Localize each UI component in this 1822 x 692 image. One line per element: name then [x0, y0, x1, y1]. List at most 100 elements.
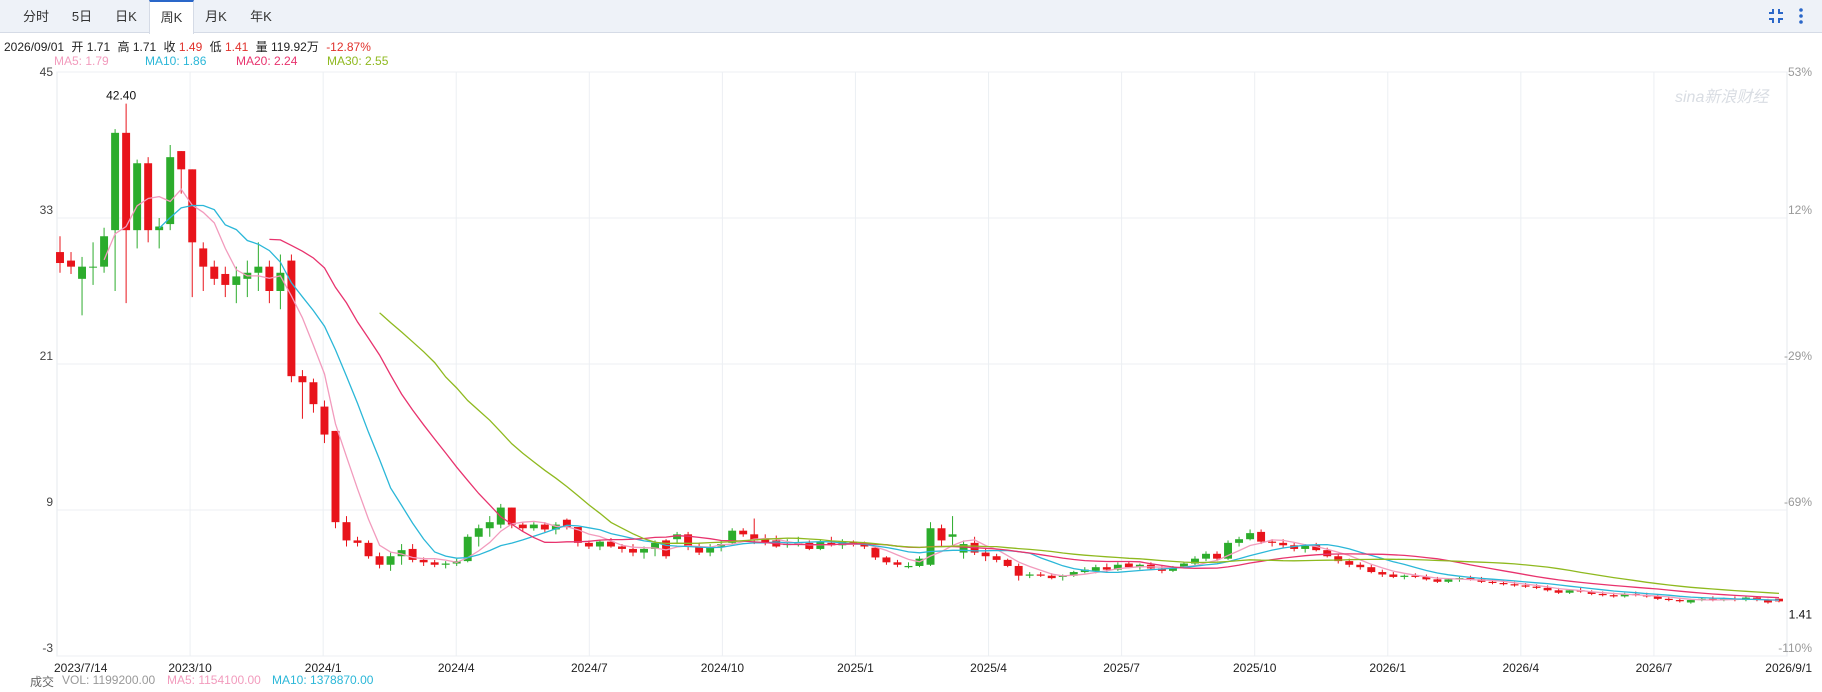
- candle-body: [981, 552, 990, 557]
- change-percent: -12.87%: [326, 40, 371, 54]
- y-right-tick-label: 12%: [1788, 203, 1812, 217]
- candle-body: [1422, 576, 1431, 580]
- x-tick-label: 2026/1: [1369, 661, 1406, 675]
- candle-body: [860, 544, 869, 547]
- candle-body: [199, 248, 208, 267]
- y-tick-label: 33: [40, 203, 54, 217]
- tab-yearly-k[interactable]: 年K: [250, 9, 272, 24]
- candle-body: [1025, 574, 1034, 576]
- candle-body: [1202, 553, 1210, 559]
- candle-body: [1488, 581, 1497, 583]
- candle-body: [1675, 600, 1684, 602]
- tab-monthly-k[interactable]: 月K: [205, 9, 227, 24]
- candle-body: [1521, 585, 1530, 587]
- tab-5day[interactable]: 5日: [71, 9, 93, 24]
- candle-body: [331, 430, 340, 523]
- candle-body: [386, 556, 395, 565]
- candle-body: [937, 528, 946, 541]
- more-vertical-icon[interactable]: [1795, 6, 1807, 26]
- candle-body: [441, 563, 450, 565]
- candle-body: [584, 542, 593, 547]
- candle-body: [573, 527, 582, 543]
- candle-body: [1257, 531, 1266, 542]
- candle-body: [485, 522, 494, 529]
- y-tick-label: -3: [42, 641, 53, 655]
- candle-body: [1069, 572, 1078, 576]
- candle-body: [882, 557, 891, 563]
- volume-ma5-label: MA5: 1154100.00: [167, 673, 261, 687]
- candle-body: [1543, 587, 1552, 591]
- candle-body: [364, 542, 373, 557]
- candle-body: [1664, 598, 1673, 601]
- candle-body: [177, 151, 186, 170]
- candle-body: [1036, 574, 1045, 576]
- candle-body: [1179, 563, 1188, 568]
- candle-body: [1378, 572, 1387, 575]
- candle-body: [871, 547, 880, 558]
- x-tick-label: 2025/10: [1233, 661, 1277, 675]
- candle-body: [606, 541, 615, 547]
- candle-body: [1433, 579, 1442, 582]
- candle-body: [133, 163, 142, 231]
- candle-body: [959, 544, 968, 553]
- candle-body: [695, 546, 704, 553]
- candle-body: [761, 539, 770, 543]
- candle-body: [287, 260, 296, 377]
- candle-body: [1312, 545, 1321, 551]
- ma20-label: MA20: 2.24: [236, 54, 298, 68]
- candle-body: [739, 530, 748, 535]
- y-tick-label: 21: [40, 349, 54, 363]
- candle-body: [1444, 579, 1453, 582]
- open-label: 开: [71, 40, 84, 54]
- candle-body: [1246, 533, 1255, 540]
- candle-body: [551, 524, 560, 530]
- candle-body: [1510, 584, 1519, 586]
- candle-body: [122, 132, 131, 231]
- candle-body: [353, 540, 362, 543]
- candle-body: [166, 157, 175, 225]
- candle-body: [463, 536, 472, 562]
- x-tick-label: 2025/4: [970, 661, 1007, 675]
- candle-body: [111, 132, 120, 231]
- sina-watermark-logo: sina新浪财经: [1675, 88, 1770, 106]
- candle-body: [706, 546, 715, 553]
- candle-body: [1587, 591, 1596, 594]
- x-tick-label: 2024/1: [305, 661, 342, 675]
- candle-body: [1367, 567, 1376, 573]
- y-right-tick-label: -110%: [1778, 641, 1812, 655]
- candle-body: [1609, 595, 1618, 597]
- tab-weekly-k[interactable]: 周K: [149, 0, 194, 34]
- candle-body: [1411, 575, 1420, 577]
- candle-body: [408, 548, 417, 560]
- candle-body: [89, 266, 98, 268]
- candle-body: [805, 542, 814, 549]
- collapse-icon[interactable]: [1766, 6, 1786, 26]
- tab-daily-k[interactable]: 日K: [115, 9, 137, 24]
- candle-body: [992, 556, 1001, 560]
- close-label: 收: [163, 40, 176, 54]
- volume-label: 量: [255, 40, 268, 54]
- candle-body: [1499, 583, 1508, 585]
- x-tick-label: 2023/7/14: [54, 661, 108, 675]
- candle-body: [67, 260, 75, 267]
- candle-body: [419, 559, 428, 563]
- close-value: 1.49: [178, 40, 203, 54]
- candle-body: [210, 266, 219, 279]
- candle-body: [397, 550, 406, 557]
- y-right-tick-label: -69%: [1784, 495, 1812, 509]
- candle-body: [342, 522, 351, 541]
- x-tick-label: 2026/4: [1502, 661, 1539, 675]
- max-price-label: 42.40: [106, 89, 136, 103]
- candle-body: [309, 382, 318, 405]
- ma5-label: MA5: 1.79: [54, 54, 109, 68]
- candle-body: [155, 226, 164, 231]
- low-label: 低: [209, 40, 222, 54]
- candle-body: [673, 534, 682, 540]
- volume-vol-label: VOL: 1199200.00: [62, 673, 156, 687]
- candle-body: [540, 524, 549, 530]
- candle-body: [1168, 567, 1177, 571]
- candle-body: [56, 252, 64, 264]
- tab-intraday[interactable]: 分时: [22, 9, 49, 24]
- y-tick-label: 45: [40, 65, 54, 79]
